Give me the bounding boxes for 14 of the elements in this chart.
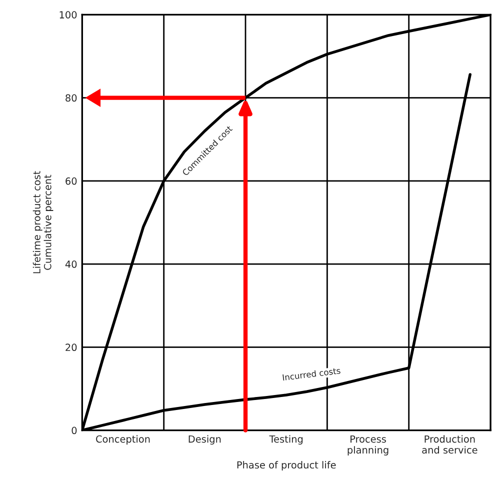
annotation: Incurred costs — [282, 367, 341, 381]
y-axis-title: Lifetime product cost Cumulative percent — [32, 171, 54, 274]
x-tick-label: Testing — [269, 435, 303, 445]
x-tick-label: Design — [188, 435, 221, 445]
x-axis-title: Phase of product life — [237, 461, 336, 470]
x-tick-label: Process planning — [348, 435, 388, 456]
y-tick-label: 20 — [66, 344, 77, 352]
y-tick-label: 0 — [72, 426, 77, 434]
x-tick-label: Conception — [96, 435, 150, 445]
y-tick-label: 100 — [60, 11, 77, 18]
y-tick-label: 80 — [66, 94, 77, 102]
y-tick-label: 60 — [66, 177, 77, 185]
x-tick-label: Production and service — [422, 435, 478, 454]
y-tick-label: 40 — [65, 260, 77, 268]
